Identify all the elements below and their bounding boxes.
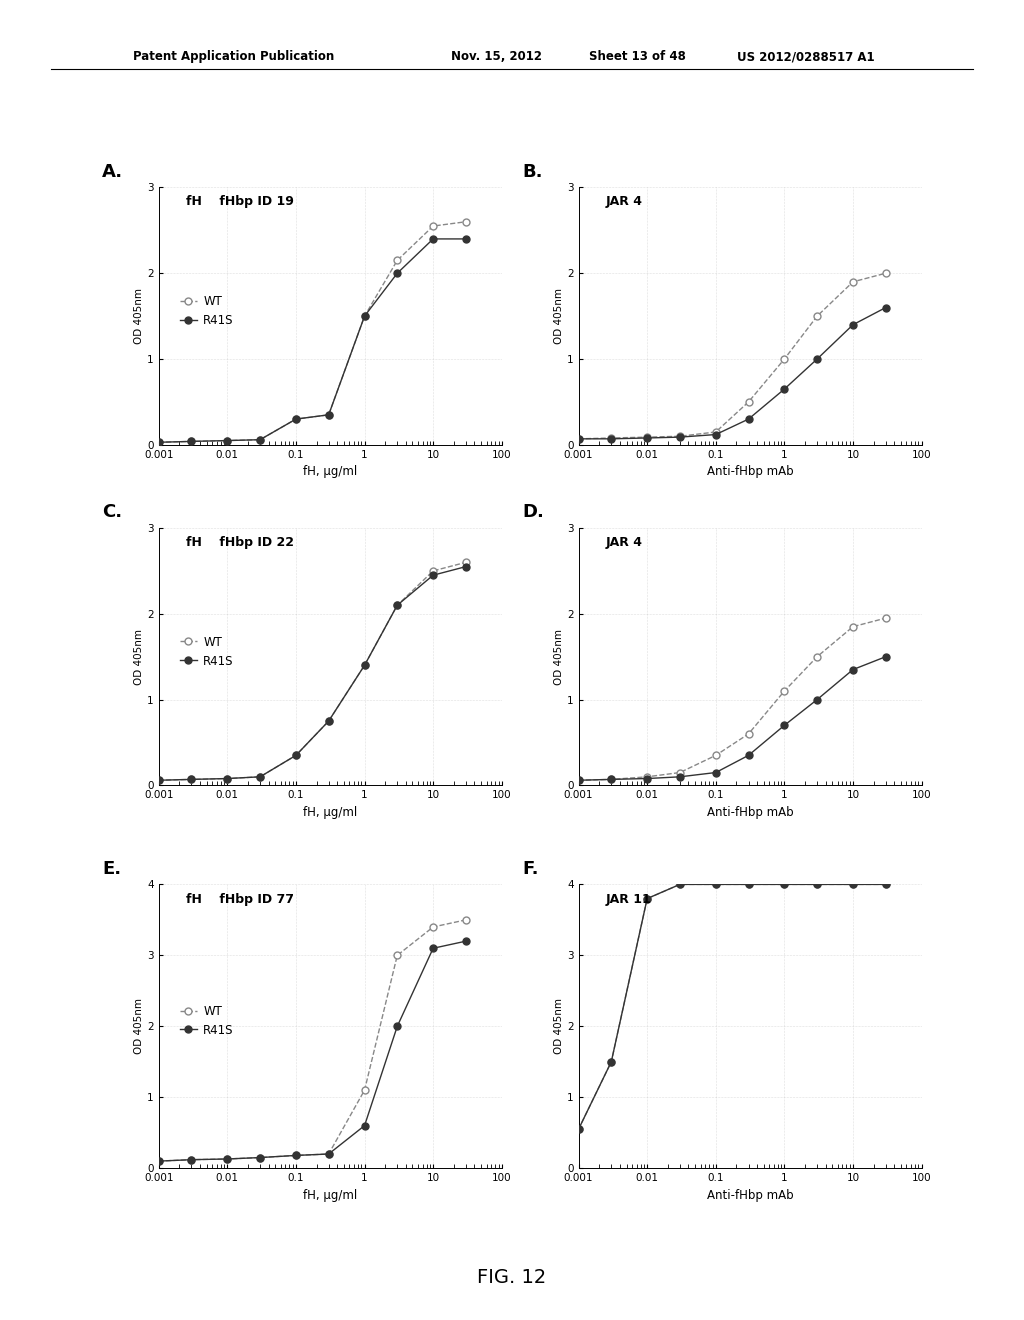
Text: fH    fHbp ID 77: fH fHbp ID 77 — [186, 892, 294, 906]
Legend: WT, R41S: WT, R41S — [175, 631, 239, 672]
Legend: WT, R41S: WT, R41S — [175, 1001, 239, 1041]
Text: F.: F. — [522, 859, 539, 878]
X-axis label: Anti-fHbp mAb: Anti-fHbp mAb — [707, 805, 794, 818]
Legend: WT, R41S: WT, R41S — [175, 290, 239, 331]
Text: Patent Application Publication: Patent Application Publication — [133, 50, 335, 63]
Text: Sheet 13 of 48: Sheet 13 of 48 — [589, 50, 686, 63]
Text: Nov. 15, 2012: Nov. 15, 2012 — [451, 50, 542, 63]
Text: E.: E. — [102, 859, 122, 878]
X-axis label: Anti-fHbp mAb: Anti-fHbp mAb — [707, 465, 794, 478]
Y-axis label: OD 405nm: OD 405nm — [134, 628, 144, 685]
Y-axis label: OD 405nm: OD 405nm — [134, 998, 144, 1055]
X-axis label: Anti-fHbp mAb: Anti-fHbp mAb — [707, 1188, 794, 1201]
Y-axis label: OD 405nm: OD 405nm — [554, 998, 564, 1055]
Text: B.: B. — [522, 162, 543, 181]
Text: JAR 4: JAR 4 — [606, 195, 643, 209]
X-axis label: fH, µg/ml: fH, µg/ml — [303, 465, 357, 478]
Text: FIG. 12: FIG. 12 — [477, 1269, 547, 1287]
Y-axis label: OD 405nm: OD 405nm — [554, 628, 564, 685]
Text: A.: A. — [102, 162, 124, 181]
Text: fH    fHbp ID 22: fH fHbp ID 22 — [186, 536, 294, 549]
Y-axis label: OD 405nm: OD 405nm — [554, 288, 564, 345]
Text: D.: D. — [522, 503, 544, 521]
Text: C.: C. — [102, 503, 123, 521]
Y-axis label: OD 405nm: OD 405nm — [134, 288, 144, 345]
Text: JAR 11: JAR 11 — [606, 892, 651, 906]
Text: JAR 4: JAR 4 — [606, 536, 643, 549]
Text: fH    fHbp ID 19: fH fHbp ID 19 — [186, 195, 294, 209]
X-axis label: fH, µg/ml: fH, µg/ml — [303, 1188, 357, 1201]
X-axis label: fH, µg/ml: fH, µg/ml — [303, 805, 357, 818]
Text: US 2012/0288517 A1: US 2012/0288517 A1 — [737, 50, 874, 63]
